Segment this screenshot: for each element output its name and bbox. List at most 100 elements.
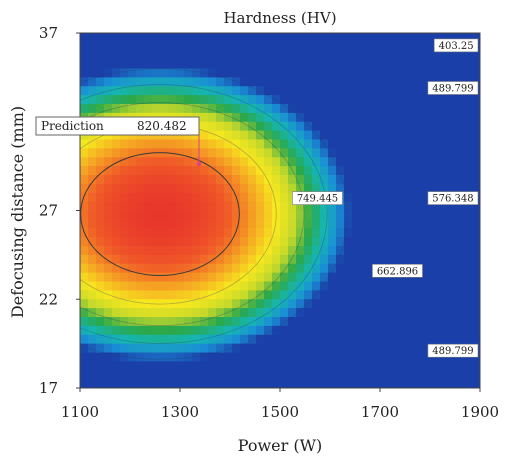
heatmap-cell xyxy=(280,325,289,336)
heatmap-cell xyxy=(384,130,393,141)
heatmap-cell xyxy=(128,175,137,185)
heatmap-cell xyxy=(280,95,289,105)
heatmap-cell xyxy=(392,50,401,61)
heatmap-cell xyxy=(208,121,217,132)
heatmap-cell xyxy=(264,166,273,176)
heatmap-cell xyxy=(312,175,321,185)
heatmap-cell xyxy=(192,50,201,61)
heatmap-cell xyxy=(280,86,289,96)
heatmap-cell xyxy=(232,299,241,309)
heatmap-cell xyxy=(328,201,337,212)
heatmap-cell xyxy=(256,192,265,203)
heatmap-cell xyxy=(328,157,337,167)
heatmap-cell xyxy=(288,139,297,149)
heatmap-cell xyxy=(464,325,473,336)
heatmap-cell xyxy=(120,272,129,283)
heatmap-cell xyxy=(280,299,289,309)
heatmap-cell xyxy=(352,166,361,176)
heatmap-cell xyxy=(280,308,289,318)
heatmap-cell xyxy=(288,121,297,132)
heatmap-cell xyxy=(368,237,377,247)
heatmap-cell xyxy=(416,166,425,176)
heatmap-cell xyxy=(136,59,145,70)
heatmap-cell xyxy=(128,352,137,362)
heatmap-cell xyxy=(80,201,89,212)
heatmap-cell xyxy=(256,77,265,87)
heatmap-cell xyxy=(200,41,209,52)
heatmap-cell xyxy=(208,334,217,345)
heatmap-cell xyxy=(200,361,209,371)
heatmap-cell xyxy=(344,104,353,114)
heatmap-cell xyxy=(312,59,321,70)
heatmap-cell xyxy=(304,183,313,194)
heatmap-cell xyxy=(288,254,297,265)
heatmap-cell xyxy=(472,246,480,256)
heatmap-cell xyxy=(352,308,361,318)
heatmap-cell xyxy=(144,299,153,309)
heatmap-cell xyxy=(312,299,321,309)
heatmap-cell xyxy=(448,148,457,158)
heatmap-cell xyxy=(272,130,281,141)
heatmap-cell xyxy=(112,370,121,380)
heatmap-cell xyxy=(424,334,433,345)
heatmap-cell xyxy=(248,308,257,318)
heatmap-cell xyxy=(248,281,257,291)
heatmap-cell xyxy=(136,192,145,203)
heatmap-cell xyxy=(128,86,137,96)
heatmap-cell xyxy=(120,361,129,371)
heatmap-cell xyxy=(408,77,417,87)
heatmap-cell xyxy=(264,228,273,238)
heatmap-cell xyxy=(128,299,137,309)
heatmap-cell xyxy=(376,139,385,149)
heatmap-cell xyxy=(392,130,401,141)
heatmap-cell xyxy=(264,325,273,336)
heatmap-cell xyxy=(232,33,241,43)
heatmap-cell xyxy=(200,246,209,256)
heatmap-cell xyxy=(416,299,425,309)
heatmap-cell xyxy=(392,192,401,203)
heatmap-cell xyxy=(472,317,480,327)
heatmap-cell xyxy=(408,325,417,336)
heatmap-cell xyxy=(128,272,137,283)
heatmap-cell xyxy=(472,33,480,43)
heatmap-cell xyxy=(408,201,417,212)
heatmap-cell xyxy=(160,343,169,354)
heatmap-cell xyxy=(464,33,473,43)
heatmap-cell xyxy=(96,219,105,229)
heatmap-cell xyxy=(248,201,257,212)
heatmap-cell xyxy=(320,361,329,371)
heatmap-cell xyxy=(368,50,377,61)
heatmap-cell xyxy=(88,77,97,87)
heatmap-cell xyxy=(104,50,113,61)
heatmap-cell xyxy=(152,379,161,388)
heatmap-cell xyxy=(80,370,89,380)
heatmap-cell xyxy=(104,166,113,176)
heatmap-cell xyxy=(320,219,329,229)
heatmap-cell xyxy=(144,237,153,247)
heatmap-cell xyxy=(440,361,449,371)
heatmap-cell xyxy=(336,263,345,274)
heatmap-cell xyxy=(128,33,137,43)
heatmap-cell xyxy=(448,139,457,149)
heatmap-cell xyxy=(96,237,105,247)
heatmap-cell xyxy=(448,317,457,327)
heatmap-cell xyxy=(448,228,457,238)
heatmap-cell xyxy=(152,308,161,318)
heatmap-cell xyxy=(120,148,129,158)
heatmap-cell xyxy=(256,272,265,283)
heatmap-cell xyxy=(96,33,105,43)
heatmap-cell xyxy=(376,33,385,43)
heatmap-cell xyxy=(184,157,193,167)
heatmap-cell xyxy=(176,210,185,220)
heatmap-cell xyxy=(232,50,241,61)
heatmap-cell xyxy=(320,104,329,114)
heatmap-cell xyxy=(224,59,233,70)
heatmap-cell xyxy=(208,50,217,61)
heatmap-cell xyxy=(352,130,361,141)
heatmap-cell xyxy=(344,121,353,132)
heatmap-cell xyxy=(96,299,105,309)
heatmap-cell xyxy=(224,77,233,87)
heatmap-cell xyxy=(152,68,161,78)
heatmap-cell xyxy=(368,290,377,300)
heatmap-cell xyxy=(184,50,193,61)
